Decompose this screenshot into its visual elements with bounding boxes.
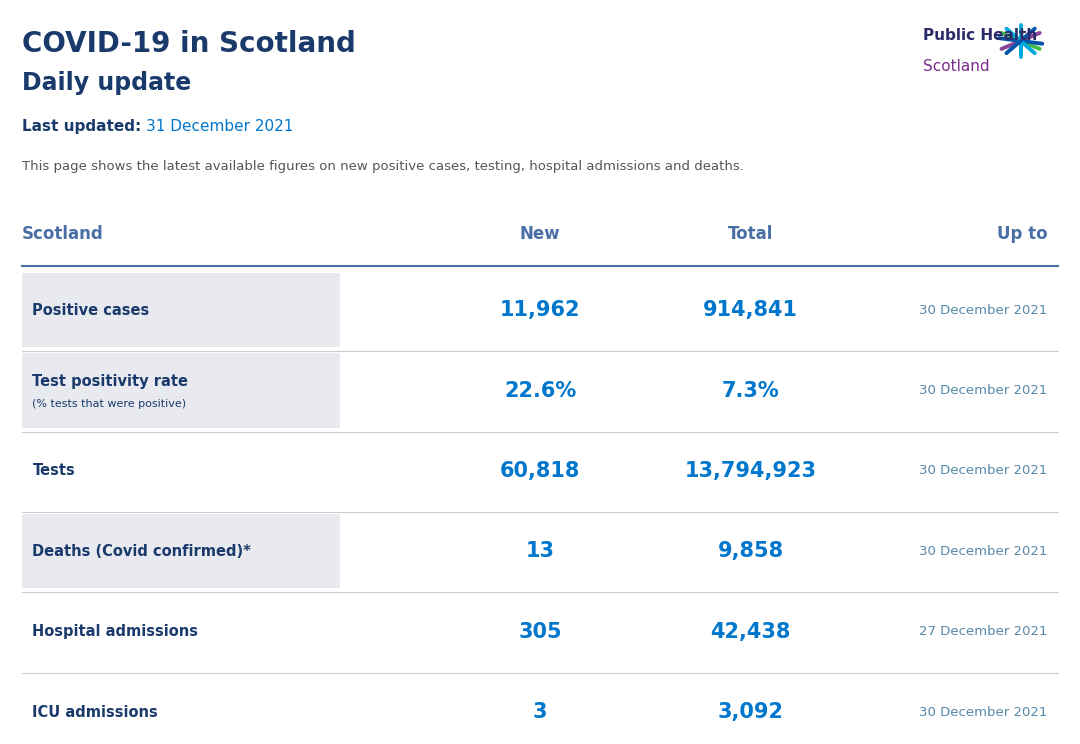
Text: 22.6%: 22.6%: [504, 381, 576, 400]
Text: Daily update: Daily update: [22, 71, 191, 94]
Text: 27 December 2021: 27 December 2021: [919, 625, 1048, 638]
Bar: [22, 273, 340, 347]
Text: Deaths (Covid confirmed)*: Deaths (Covid confirmed)*: [32, 544, 252, 559]
Text: Total: Total: [728, 225, 773, 243]
Text: Positive cases: Positive cases: [32, 303, 150, 318]
Text: 13,794,923: 13,794,923: [685, 461, 816, 481]
Text: 3,092: 3,092: [717, 702, 784, 722]
Text: Last updated:: Last updated:: [22, 119, 140, 134]
Text: 3: 3: [532, 702, 548, 722]
Text: This page shows the latest available figures on new positive cases, testing, hos: This page shows the latest available fig…: [22, 160, 743, 173]
Text: Test positivity rate: Test positivity rate: [32, 374, 188, 389]
Text: Public Health: Public Health: [923, 28, 1038, 43]
Text: Scotland: Scotland: [923, 60, 990, 74]
Text: Tests: Tests: [32, 464, 76, 478]
Text: 30 December 2021: 30 December 2021: [919, 705, 1048, 719]
Text: 7.3%: 7.3%: [721, 381, 780, 400]
Text: Scotland: Scotland: [22, 225, 104, 243]
Text: 305: 305: [518, 622, 562, 641]
Text: New: New: [519, 225, 561, 243]
Text: 914,841: 914,841: [703, 301, 798, 320]
Text: 30 December 2021: 30 December 2021: [919, 464, 1048, 478]
Text: 42,438: 42,438: [711, 622, 791, 641]
Bar: [22, 353, 340, 428]
Bar: [22, 514, 340, 589]
Text: Up to: Up to: [997, 225, 1048, 243]
Text: 30 December 2021: 30 December 2021: [919, 384, 1048, 397]
Text: COVID-19 in Scotland: COVID-19 in Scotland: [22, 30, 355, 58]
Text: (% tests that were positive): (% tests that were positive): [32, 399, 187, 409]
Text: 13: 13: [526, 542, 554, 561]
Text: 11,962: 11,962: [500, 301, 580, 320]
Text: 60,818: 60,818: [500, 461, 580, 481]
Text: 30 December 2021: 30 December 2021: [919, 545, 1048, 558]
Text: 31 December 2021: 31 December 2021: [146, 119, 293, 134]
Text: 9,858: 9,858: [717, 542, 784, 561]
Text: Hospital admissions: Hospital admissions: [32, 624, 199, 639]
Text: ICU admissions: ICU admissions: [32, 705, 158, 719]
Text: 30 December 2021: 30 December 2021: [919, 304, 1048, 317]
